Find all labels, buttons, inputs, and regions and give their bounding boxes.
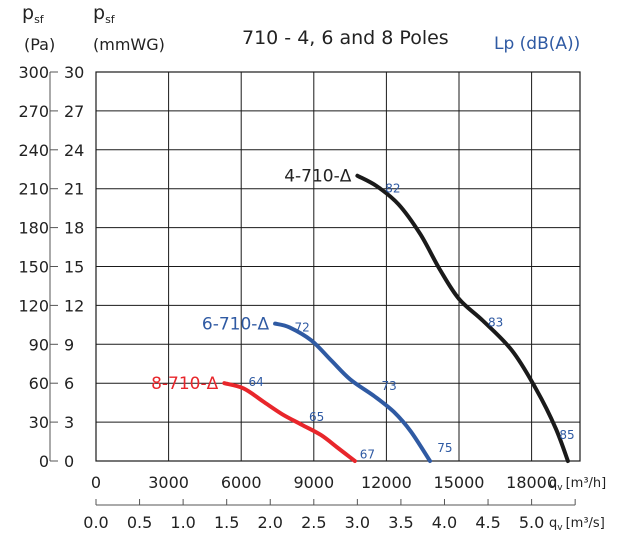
m3s-tick-label: 2.0 [258,513,283,532]
lp-value-label: 72 [294,320,309,334]
plot-grid [95,71,581,462]
mmwg-tick-label: 27 [64,102,84,121]
m3h-tick-label: 12000 [361,473,412,492]
m3h-axis-label: qv [m³/h] [549,476,606,493]
mmwg-tick-label: 12 [64,296,84,315]
plot-axes: 0306090120150180210240270300036912151821… [18,63,576,532]
mmwg-tick-label: 18 [64,219,84,238]
plot-frame [95,71,581,462]
m3s-tick-label: 4.0 [432,513,457,532]
lp-value-label: 65 [309,410,324,424]
mmwg-tick-label: 24 [64,141,84,160]
mmwg-tick-label: 15 [64,258,84,277]
lp-value-label: 67 [360,448,375,462]
lp-value-label: 75 [437,441,452,455]
lp-value-label: 64 [248,375,263,389]
lp-legend-title: Lp (dB(A)) [494,34,580,54]
mmwg-tick-label: 21 [64,180,84,199]
m3s-tick-label: 5.0 [519,513,544,532]
m3h-tick-label: 6000 [221,473,262,492]
lp-value-label: 82 [385,182,400,196]
pa-axis-unit: (Pa) [24,35,55,54]
m3h-tick-label: 3000 [148,473,189,492]
m3h-tick-label: 0 [91,473,101,492]
m3h-tick-label: 9000 [293,473,334,492]
m3s-tick-label: 2.5 [301,513,326,532]
m3h-tick-label: 15000 [434,473,485,492]
pa-tick-label: 90 [29,335,49,354]
lp-value-label: 73 [382,379,397,393]
curve-label-6-pole: 6-710-Δ [202,315,270,335]
curve-label-4-pole: 4-710-Δ [284,167,352,187]
pa-tick-label: 60 [29,374,49,393]
m3s-tick-label: 3.5 [388,513,413,532]
lp-value-label: 85 [559,428,574,442]
chart-title: 710 - 4, 6 and 8 Poles [242,27,449,49]
m3s-axis-label: qv [m³/s] [549,516,605,533]
m3s-tick-label: 1.5 [214,513,239,532]
pa-tick-label: 180 [18,219,49,238]
curve-6-pole [273,321,432,463]
m3h-tick-label: 18000 [506,473,557,492]
mmwg-tick-label: 30 [64,63,84,82]
pa-tick-label: 270 [18,102,49,121]
m3s-tick-label: 0.5 [127,513,152,532]
m3s-tick-label: 0.0 [83,513,108,532]
mmwg-axis-symbol: psf [93,2,116,26]
mmwg-tick-label: 0 [64,452,74,471]
mmwg-tick-label: 6 [64,374,74,393]
curve-4-pole [355,173,570,463]
lp-value-label: 83 [488,315,503,329]
m3s-tick-label: 3.0 [345,513,370,532]
m3s-tick-label: 4.5 [475,513,500,532]
pa-tick-label: 240 [18,141,49,160]
series-layer: 4-710-Δ 82 83 85 6-710-Δ 72 73 75 8-710-Δ 64 65 67 [151,167,575,463]
pa-tick-label: 30 [29,413,49,432]
mmwg-tick-label: 9 [64,335,74,354]
pa-tick-label: 150 [18,258,49,277]
m3s-tick-label: 1.0 [170,513,195,532]
pa-axis-symbol: psf [22,2,45,26]
pa-tick-label: 300 [18,63,49,82]
pa-tick-label: 210 [18,180,49,199]
pa-tick-label: 0 [39,452,49,471]
curve-label-8-pole: 8-710-Δ [151,374,219,394]
curve-8-pole [222,381,357,463]
mmwg-tick-label: 3 [64,413,74,432]
pa-tick-label: 120 [18,296,49,315]
mmwg-axis-unit: (mmWG) [93,35,165,54]
